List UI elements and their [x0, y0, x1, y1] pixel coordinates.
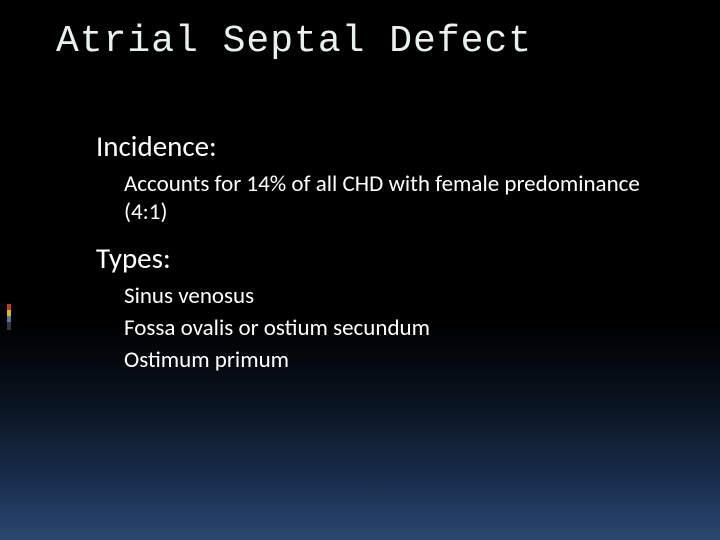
section-heading-incidence: Incidence:	[96, 128, 656, 164]
accent-bar	[7, 304, 11, 330]
section-heading-types: Types:	[96, 240, 656, 276]
slide-title: Atrial Septal Defect	[56, 20, 532, 63]
accent-segment-3	[7, 322, 11, 330]
bullet-text: Accounts for 14% of all CHD with female …	[124, 170, 656, 226]
bullet-text: Ostimum primum	[124, 346, 656, 374]
slide-body: Incidence: Accounts for 14% of all CHD w…	[96, 128, 656, 378]
section-gap	[96, 230, 656, 240]
bullet-text: Sinus venosus	[124, 282, 656, 310]
slide-container: Atrial Septal Defect Incidence: Accounts…	[0, 0, 720, 540]
bullet-text: Fossa ovalis or ostium secundum	[124, 314, 656, 342]
